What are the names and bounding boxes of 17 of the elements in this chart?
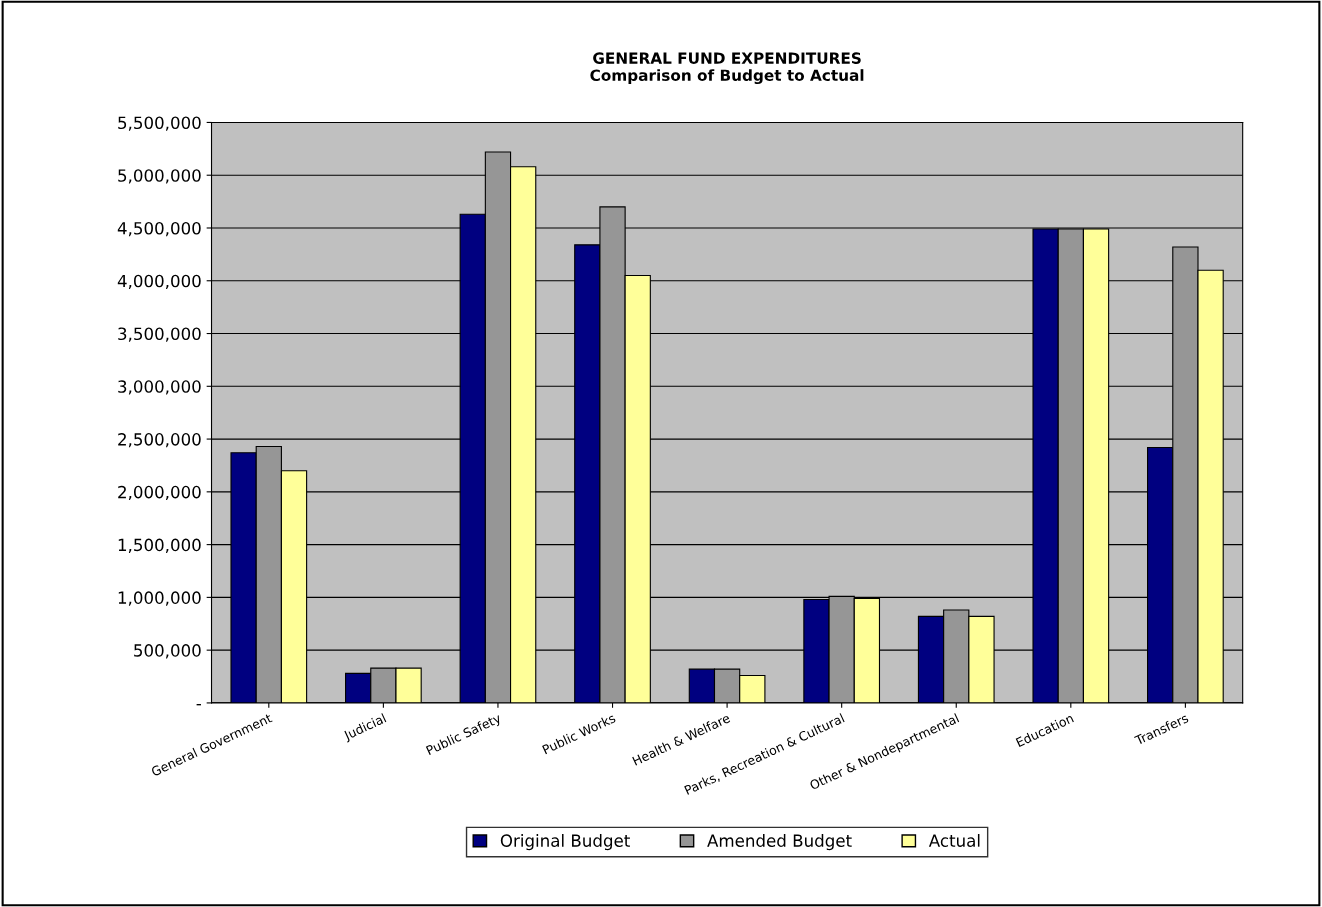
- legend-label: Original Budget: [500, 834, 630, 851]
- y-tick-label: 3,500,000: [118, 327, 201, 342]
- legend-label: Actual: [928, 834, 980, 847]
- y-tick-label: 1,500,000: [118, 538, 201, 553]
- y-tick-label: 2,000,000: [118, 485, 201, 501]
- y-tick-label: 3,000,000: [118, 380, 201, 395]
- y-tick-label: 500,000: [134, 644, 201, 659]
- y-tick-label: 4,500,000: [117, 221, 201, 237]
- y-tick-label: 4,000,000: [117, 274, 201, 290]
- y-tick-label: 5,500,000: [118, 116, 201, 131]
- y-tick-label: 2,500,000: [118, 433, 201, 448]
- y-tick-label: 1,000,000: [118, 591, 201, 606]
- legend-label: Amended Budget: [707, 834, 852, 851]
- chart-title: GENERAL FUND EXPENDITURES Comparison of Budget to Actual: [590, 52, 864, 85]
- x-tick-label: Public Works: [541, 712, 617, 755]
- y-tick-label: 5,000,000: [118, 169, 201, 184]
- y-tick-label: -: [196, 704, 201, 706]
